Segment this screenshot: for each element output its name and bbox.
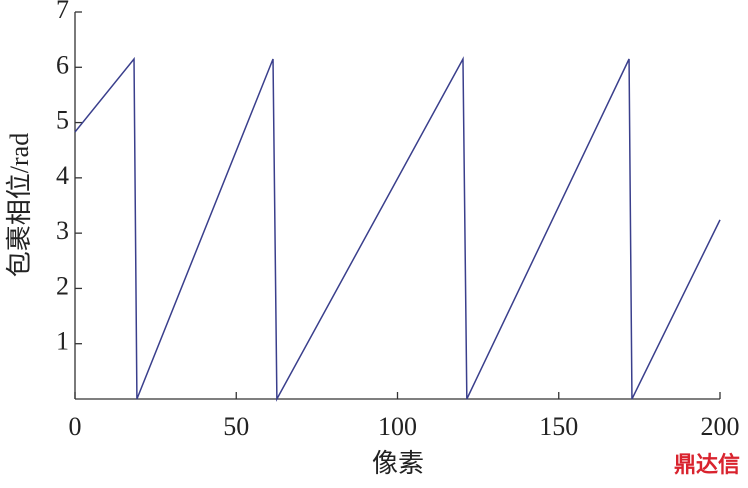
y-tick-label: 5 xyxy=(56,106,69,135)
x-tick-label: 200 xyxy=(701,412,740,441)
line xyxy=(74,56,721,402)
y-tick-label: 7 xyxy=(56,0,69,24)
x-tick-label: 0 xyxy=(69,412,82,441)
y-tick-label: 3 xyxy=(56,216,69,245)
x-axis-label: 像素 xyxy=(372,449,424,478)
y-tick-label: 4 xyxy=(56,161,69,190)
x-tick-label: 150 xyxy=(539,412,578,441)
x-tick-label: 100 xyxy=(378,412,417,441)
y-tick-label: 2 xyxy=(56,271,69,300)
watermark: 鼎达信 xyxy=(674,452,740,478)
y-axis-label: 包裹相位/rad xyxy=(5,133,34,277)
y-tick-label: 1 xyxy=(56,327,69,356)
y-tick-label: 6 xyxy=(56,50,69,79)
x-tick-label: 50 xyxy=(223,412,249,441)
